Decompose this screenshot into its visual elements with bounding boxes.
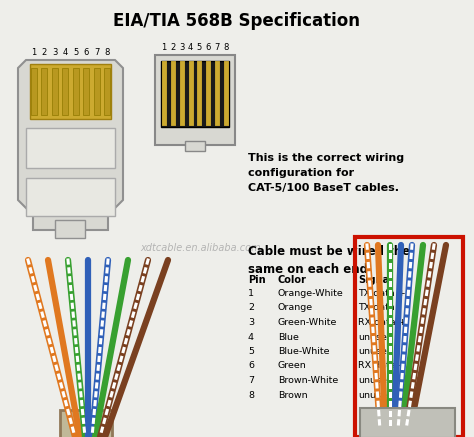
Text: 1: 1 (248, 289, 254, 298)
Bar (26, 178, 115, 216)
Bar (104, 68, 110, 115)
Text: RX data +: RX data + (358, 318, 407, 327)
Text: 8: 8 (223, 43, 228, 52)
Text: 5: 5 (73, 48, 78, 57)
Text: 4: 4 (63, 48, 68, 57)
Text: Green-White: Green-White (278, 318, 337, 327)
Text: 3: 3 (52, 48, 57, 57)
Text: Brown-White: Brown-White (278, 376, 338, 385)
Text: Pin: Pin (248, 275, 265, 285)
Text: Signal: Signal (358, 275, 392, 285)
Text: unused: unused (358, 391, 393, 399)
Text: Brown: Brown (278, 391, 308, 399)
Bar (52, 68, 58, 115)
Text: 8: 8 (104, 48, 109, 57)
Polygon shape (18, 60, 123, 230)
Text: TX data -: TX data - (358, 304, 401, 312)
Text: 1: 1 (161, 43, 167, 52)
Text: Orange: Orange (278, 304, 313, 312)
Text: 3: 3 (179, 43, 184, 52)
Text: 4: 4 (188, 43, 193, 52)
Bar (155, 55, 235, 145)
Text: Blue: Blue (278, 333, 299, 341)
Text: RX data -: RX data - (358, 361, 402, 371)
Text: 6: 6 (83, 48, 89, 57)
Text: 6: 6 (248, 361, 254, 371)
Text: 7: 7 (214, 43, 220, 52)
Text: 2: 2 (248, 304, 254, 312)
Bar (355, 237, 463, 437)
Bar (93, 68, 100, 115)
Text: 7: 7 (248, 376, 254, 385)
Text: Cable must be wired the
same on each end.: Cable must be wired the same on each end… (248, 245, 410, 276)
Text: 5: 5 (248, 347, 254, 356)
Text: 3: 3 (248, 318, 254, 327)
Bar (31, 68, 37, 115)
Text: EIA/TIA 568B Specification: EIA/TIA 568B Specification (113, 12, 361, 30)
Text: TX data +: TX data + (358, 289, 406, 298)
Text: unused: unused (358, 376, 393, 385)
Bar (55, 220, 85, 238)
Bar (360, 408, 455, 437)
Text: 1: 1 (31, 48, 36, 57)
Text: 6: 6 (206, 43, 211, 52)
Text: 2: 2 (42, 48, 47, 57)
Text: This is the correct wiring
configuration for
CAT-5/100 BaseT cables.: This is the correct wiring configuration… (248, 153, 404, 193)
Text: unused: unused (358, 333, 393, 341)
Text: Green: Green (278, 361, 307, 371)
Text: xdtcable.en.alibaba.com: xdtcable.en.alibaba.com (140, 243, 261, 253)
Text: 2: 2 (170, 43, 175, 52)
Text: 4: 4 (248, 333, 254, 341)
Bar (60, 410, 112, 437)
Bar (62, 68, 68, 115)
Text: 7: 7 (94, 48, 99, 57)
Bar (26, 128, 115, 168)
Text: 8: 8 (248, 391, 254, 399)
Bar (30, 64, 111, 119)
Text: Color: Color (278, 275, 307, 285)
Text: 5: 5 (197, 43, 202, 52)
Bar (83, 68, 89, 115)
Text: Orange-White: Orange-White (278, 289, 344, 298)
Bar (161, 61, 229, 127)
Text: Blue-White: Blue-White (278, 347, 329, 356)
Text: unused: unused (358, 347, 393, 356)
Bar (73, 68, 79, 115)
Bar (41, 68, 47, 115)
Bar (185, 141, 205, 151)
